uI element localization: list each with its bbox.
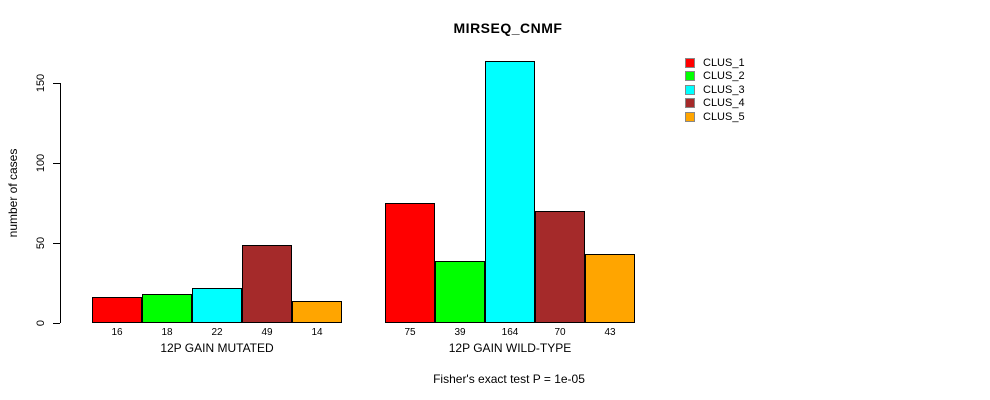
legend-swatch-icon [685, 71, 695, 82]
legend-label: CLUS_5 [703, 110, 745, 123]
legend-label: CLUS_4 [703, 97, 745, 110]
y-tick-mark [53, 83, 60, 84]
y-tick-mark [53, 163, 60, 164]
legend-swatch-icon [685, 84, 695, 95]
legend-swatch-icon [685, 58, 695, 68]
bar-clus_3-group1 [192, 287, 242, 323]
bar-value-label: 14 [311, 327, 323, 338]
bar-clus_5-group2 [585, 254, 635, 323]
y-tick-mark [53, 243, 60, 244]
y-tick-label: 150 [35, 73, 47, 93]
bar-clus_3-group2 [485, 60, 535, 323]
bar-value-label: 22 [211, 327, 223, 338]
legend-label: CLUS_3 [703, 83, 745, 96]
bar-value-label: 75 [404, 327, 416, 338]
bar-value-label: 39 [454, 327, 466, 338]
y-tick-label: 100 [35, 153, 47, 173]
legend-label: CLUS_2 [703, 70, 745, 83]
bar-clus_2-group2 [435, 260, 485, 323]
y-axis-line [60, 83, 61, 323]
y-tick-mark [53, 323, 60, 324]
bar-value-label: 49 [261, 327, 273, 338]
category-label-wild-type: 12P GAIN WILD-TYPE [448, 341, 572, 355]
legend-swatch-icon [685, 111, 695, 122]
bar-value-label: 164 [501, 327, 519, 338]
bar-value-label: 18 [161, 327, 173, 338]
category-label-mutated: 12P GAIN MUTATED [160, 341, 274, 355]
bar-clus_1-group2 [385, 203, 435, 323]
bar-clus_5-group1 [292, 300, 342, 323]
y-tick-label: 50 [35, 236, 47, 250]
y-tick-label: 0 [35, 319, 47, 327]
legend-label: CLUS_1 [703, 57, 745, 69]
bar-clus_2-group1 [142, 294, 192, 323]
chart-title: MIRSEQ_CNMF [453, 20, 563, 36]
legend-swatch-icon [685, 98, 695, 109]
bar-value-label: 70 [554, 327, 566, 338]
y-axis-label: number of cases [6, 148, 20, 238]
fisher-test-caption: Fisher's exact test P = 1e-05 [433, 372, 585, 386]
bar-clus_1-group1 [92, 297, 142, 323]
bar-clus_4-group2 [535, 211, 585, 323]
bar-value-label: 43 [604, 327, 616, 338]
bar-clus_4-group1 [242, 244, 292, 323]
bar-value-label: 16 [111, 327, 123, 338]
